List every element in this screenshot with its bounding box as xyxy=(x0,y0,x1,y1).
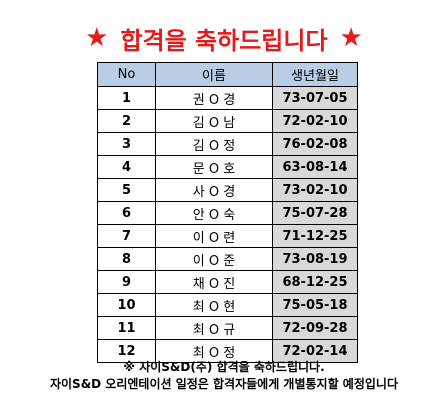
star-icon-right: ★ xyxy=(339,23,363,53)
row-number: 3 xyxy=(97,132,156,156)
row-name: 김 O 정 xyxy=(155,132,273,156)
table-row: 11 최 O 규 72-09-28 xyxy=(97,316,358,340)
row-birthdate: 76-02-08 xyxy=(272,132,358,156)
page-title: ★ 합격을 축하드립니다 ★ xyxy=(0,18,448,58)
row-name: 안 O 숙 xyxy=(155,201,273,225)
row-number: 9 xyxy=(97,270,156,294)
row-number: 11 xyxy=(97,316,156,340)
row-name: 최 O 규 xyxy=(155,316,273,340)
row-birthdate: 73-08-19 xyxy=(272,247,358,271)
row-birthdate: 63-08-14 xyxy=(272,155,358,179)
row-name: 채 O 진 xyxy=(155,270,273,294)
row-name: 최 O 정 xyxy=(155,339,273,363)
row-number: 10 xyxy=(97,293,156,317)
table-header-row: No 이름 생년월일 xyxy=(97,62,358,87)
row-birthdate: 73-02-10 xyxy=(272,178,358,202)
row-number: 4 xyxy=(97,155,156,179)
header-name: 이름 xyxy=(155,62,273,87)
row-number: 5 xyxy=(97,178,156,202)
header-no: No xyxy=(97,62,156,87)
row-name: 최 O 현 xyxy=(155,293,273,317)
row-number: 1 xyxy=(97,86,156,110)
header-birthdate: 생년월일 xyxy=(272,62,358,87)
row-number: 12 xyxy=(97,339,156,363)
row-birthdate: 75-05-18 xyxy=(272,293,358,317)
table-row: 12 최 O 정 72-02-14 xyxy=(97,339,358,363)
row-name: 김 O 남 xyxy=(155,109,273,133)
row-birthdate: 73-07-05 xyxy=(272,86,358,110)
row-number: 7 xyxy=(97,224,156,248)
orientation-note: 자이S&D 오리엔테이션 일정은 합격자들에게 개별통지할 예정입니다 xyxy=(49,377,399,391)
row-name: 문 O 호 xyxy=(155,155,273,179)
row-number: 6 xyxy=(97,201,156,225)
title-text: 합격을 축하드립니다 xyxy=(120,26,328,55)
row-name: 이 O 련 xyxy=(155,224,273,248)
row-birthdate: 75-07-28 xyxy=(272,201,358,225)
congrats-note: ※ 자이S&D(주) 합격을 축하드립니다. xyxy=(123,360,325,374)
row-birthdate: 72-02-10 xyxy=(272,109,358,133)
row-number: 2 xyxy=(97,109,156,133)
row-birthdate: 72-02-14 xyxy=(272,339,358,363)
star-icon-left: ★ xyxy=(85,23,109,53)
row-name: 이 O 준 xyxy=(155,247,273,271)
row-birthdate: 71-12-25 xyxy=(272,224,358,248)
row-number: 8 xyxy=(97,247,156,271)
table-row: 10 최 O 현 75-05-18 xyxy=(97,293,358,317)
row-birthdate: 72-09-28 xyxy=(272,316,358,340)
row-birthdate: 68-12-25 xyxy=(272,270,358,294)
row-name: 권 O 경 xyxy=(155,86,273,110)
row-name: 사 O 경 xyxy=(155,178,273,202)
